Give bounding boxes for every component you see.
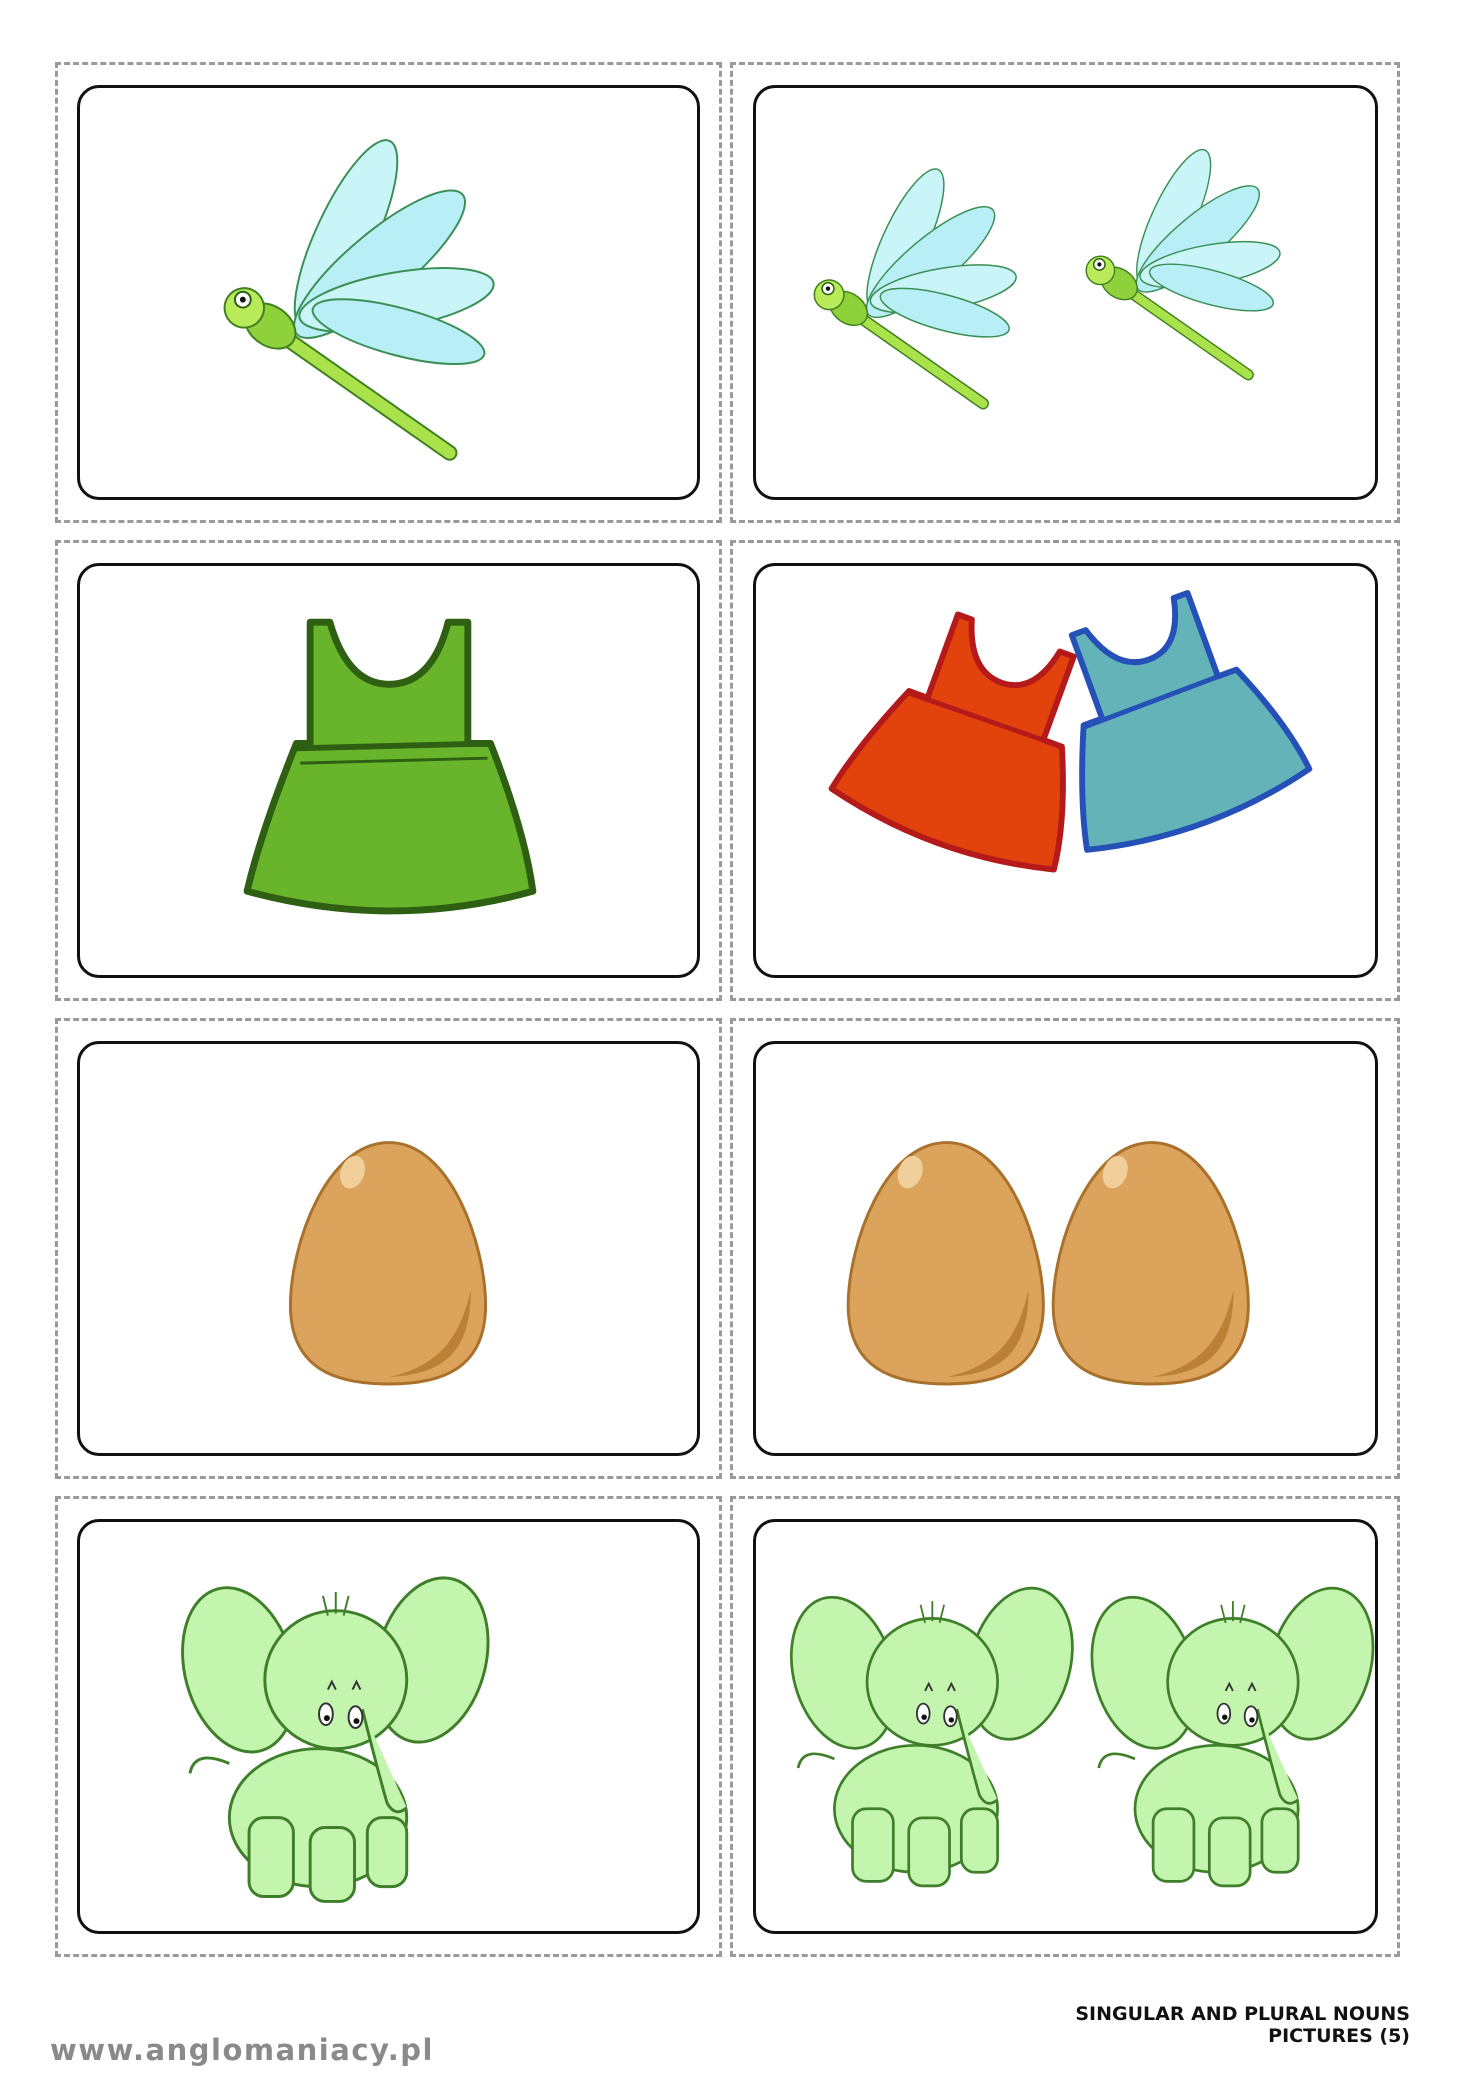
card-dragonfly-plural [753,85,1378,500]
card-elephant-plural [753,1519,1378,1934]
footer-worksheet-title: SINGULAR AND PLURAL NOUNS PICTURES (5) [1075,2003,1410,2047]
cut-cell-r4-left [55,1496,722,1957]
footer-site-url: www.anglomaniacy.pl [50,2033,434,2067]
cut-cell-r3-left [55,1018,722,1479]
cut-cell-r2-left [55,540,722,1001]
cut-cell-r1-right [730,62,1400,523]
cut-cell-r2-right [730,540,1400,1001]
elephants-icon [789,1586,1375,1888]
card-egg-singular [77,1041,700,1456]
card-dress-plural [753,563,1378,978]
dragonfly-icon [223,139,495,461]
card-egg-plural [753,1041,1378,1456]
cut-cell-r4-right [730,1496,1400,1957]
card-elephant-singular [77,1519,700,1934]
footer-title-line2: PICTURES (5) [1268,2025,1410,2047]
card-dress-singular [77,563,700,978]
cut-cell-r1-left [55,62,722,523]
footer-title-line1: SINGULAR AND PLURAL NOUNS [1075,2003,1410,2025]
eggs-icon [846,1141,1250,1386]
cut-cell-r3-right [730,1018,1400,1479]
egg-icon [288,1141,488,1386]
dress-icon [243,618,537,915]
dresses-icon [828,590,1313,873]
card-dragonfly-singular [77,85,700,500]
dragonflies-icon [813,148,1281,410]
elephant-icon [181,1576,490,1903]
